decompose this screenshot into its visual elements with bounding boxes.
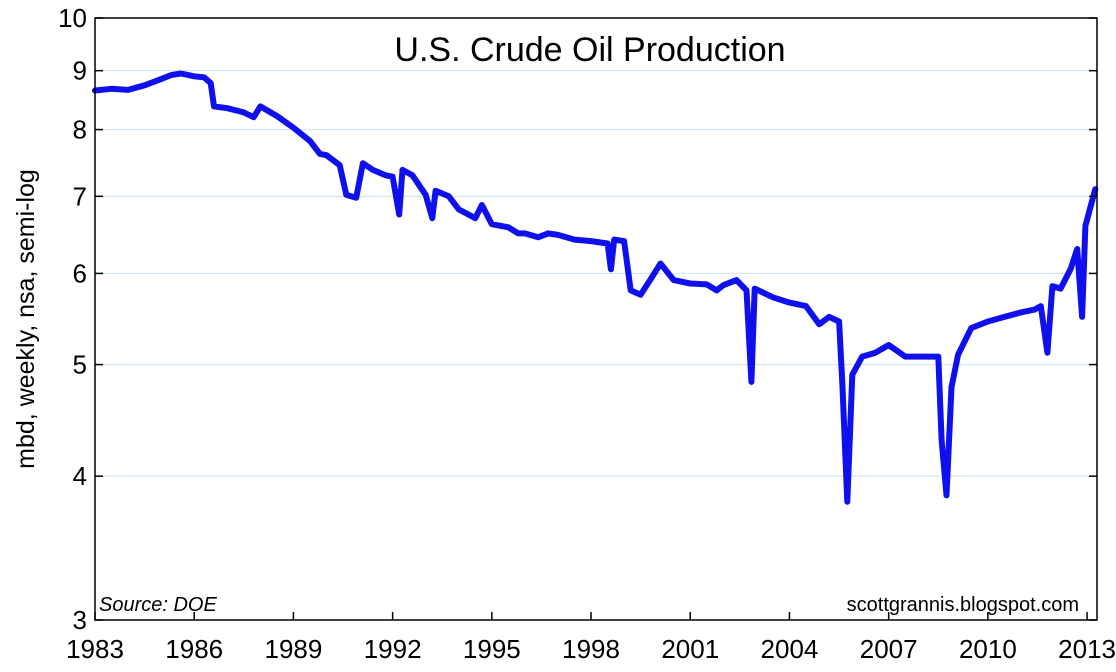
series-line bbox=[92, 70, 1099, 505]
y-tick-label: 5 bbox=[73, 350, 87, 380]
x-tick-label: 2010 bbox=[959, 634, 1017, 664]
chart-title: U.S. Crude Oil Production bbox=[394, 31, 785, 69]
x-tick-label: 2007 bbox=[860, 634, 918, 664]
x-tick-label: 2013 bbox=[1058, 634, 1116, 664]
x-tick-label: 1995 bbox=[463, 634, 521, 664]
y-tick-label: 9 bbox=[73, 56, 87, 86]
y-tick-label: 8 bbox=[73, 115, 87, 145]
y-tick-label: 10 bbox=[58, 3, 87, 33]
credit-note: scottgrannis.blogspot.com bbox=[847, 594, 1079, 616]
y-axis-label: mbd, weekly, nsa, semi-log bbox=[12, 169, 40, 469]
x-tick-label: 1986 bbox=[165, 634, 223, 664]
x-tick-label: 2004 bbox=[761, 634, 819, 664]
y-axis-ticks: 3 4 5 6 7 8 9 10 bbox=[58, 3, 1097, 635]
x-tick-label: 1992 bbox=[364, 634, 422, 664]
y-tick-label: 6 bbox=[73, 258, 87, 288]
x-tick-label: 2001 bbox=[661, 634, 719, 664]
source-note: Source: DOE bbox=[99, 594, 217, 616]
gridlines bbox=[95, 70, 1097, 477]
plot-frame bbox=[94, 17, 1098, 621]
y-tick-label: 7 bbox=[73, 181, 87, 211]
y-tick-label: 4 bbox=[73, 461, 87, 491]
x-tick-label: 1998 bbox=[562, 634, 620, 664]
x-tick-label: 1983 bbox=[66, 634, 124, 664]
x-axis-ticks: 1983 1986 1989 1992 1995 1998 2001 2004 2007 2010… bbox=[66, 612, 1116, 664]
x-tick-label: 1989 bbox=[264, 634, 322, 664]
plot-area bbox=[92, 70, 1099, 505]
y-tick-label: 3 bbox=[73, 605, 87, 635]
